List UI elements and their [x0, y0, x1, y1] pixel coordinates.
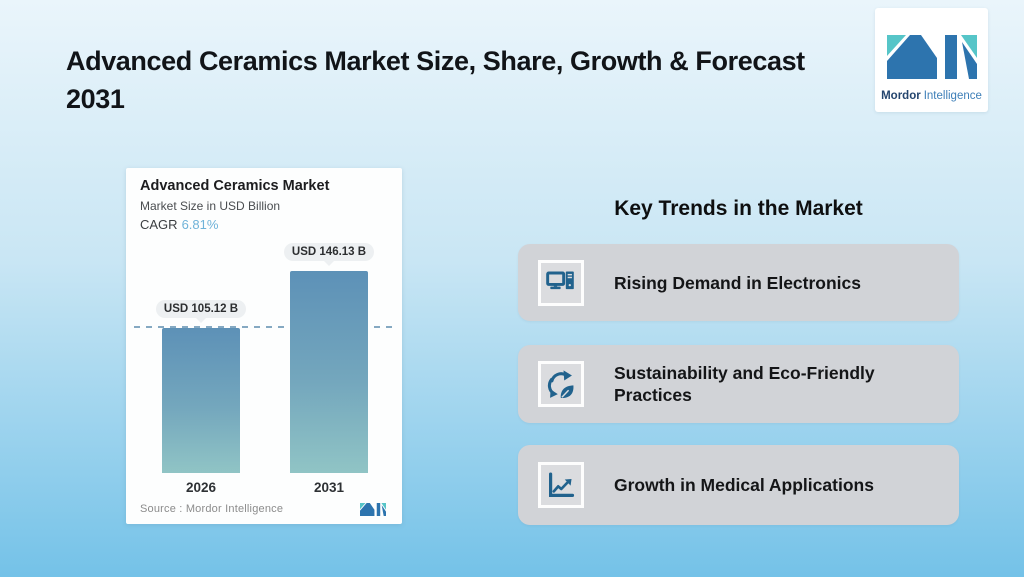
cagr-label: CAGR [140, 217, 178, 232]
market-chart-card: Advanced Ceramics Market Market Size in … [126, 168, 402, 524]
x-axis-label-2031: 2031 [313, 480, 345, 495]
bar-chart-plot: USD 105.12 B USD 146.13 B [126, 240, 402, 473]
desktop-computer-icon [538, 259, 584, 306]
bar-2026 [162, 328, 240, 473]
chart-source-row: Source : Mordor Intelligence [140, 501, 386, 517]
bar-group-2031: USD 146.13 B [283, 243, 375, 473]
cagr-value: 6.81% [181, 217, 219, 232]
chart-title: Advanced Ceramics Market [140, 178, 330, 194]
chart-subtitle: Market Size in USD Billion [140, 199, 281, 213]
source-text: Source : Mordor Intelligence [140, 503, 284, 515]
trend-label: Rising Demand in Electronics [614, 272, 861, 293]
reference-line [134, 326, 394, 328]
x-axis-label-2026: 2026 [185, 480, 217, 495]
x-axis-labels: 2026 2031 [126, 480, 402, 498]
mordor-intelligence-logo: Mordor Intelligence [875, 8, 988, 112]
bar-2031 [290, 271, 368, 473]
trends-heading: Key Trends in the Market [614, 197, 863, 220]
trend-card-electronics: Rising Demand in Electronics [518, 244, 959, 321]
brand-name-bold: Mordor [881, 90, 921, 102]
mordor-logo-icon [886, 35, 977, 79]
brand-name: Mordor Intelligence [881, 90, 982, 102]
value-label-2026: USD 105.12 B [155, 300, 247, 318]
mordor-logo-small-icon [360, 502, 386, 516]
recycle-leaf-icon [538, 361, 584, 407]
chart-cagr: CAGR 6.81% [140, 217, 218, 232]
trend-label: Sustainability and Eco-Friendly Practice… [614, 363, 875, 405]
trend-label: Growth in Medical Applications [614, 475, 874, 495]
value-label-2031: USD 146.13 B [283, 243, 375, 261]
page-title: Advanced Ceramics Market Size, Share, Gr… [66, 46, 805, 114]
trend-card-sustainability: Sustainability and Eco-Friendly Practice… [518, 345, 959, 423]
trend-card-medical: Growth in Medical Applications [518, 445, 959, 525]
brand-name-light: Intelligence [923, 90, 982, 102]
growth-chart-icon [538, 462, 584, 508]
bar-group-2026: USD 105.12 B [155, 300, 247, 473]
